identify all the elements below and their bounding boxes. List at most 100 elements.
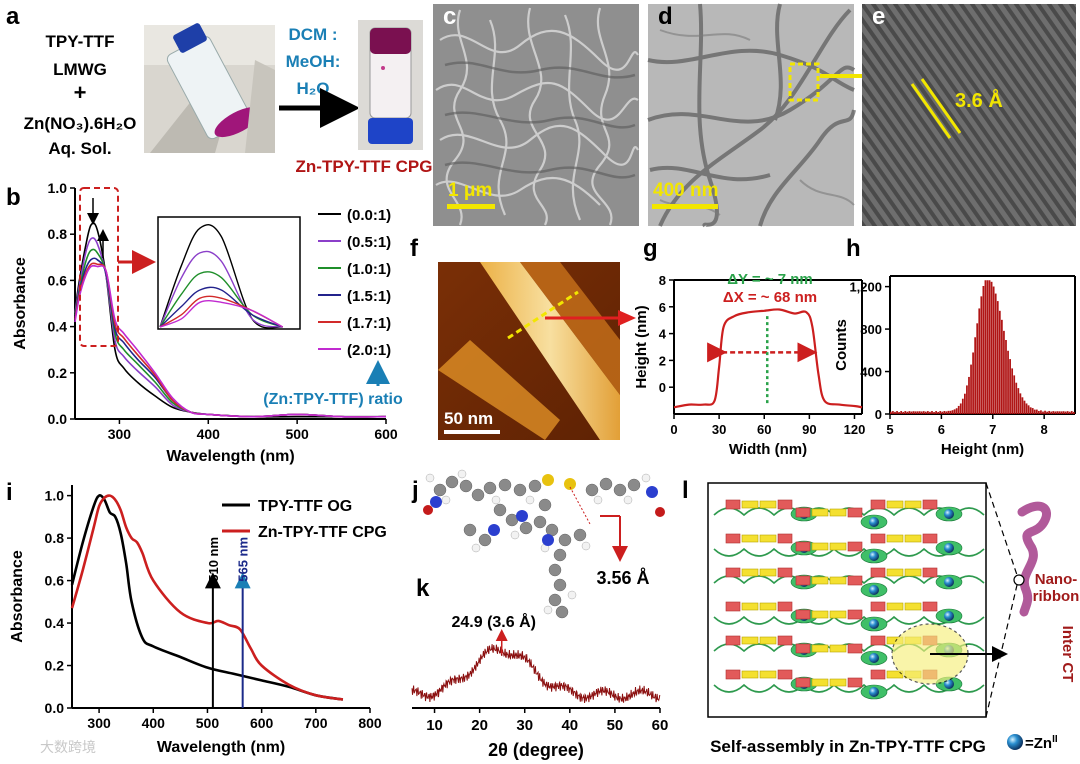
zn-ion: [869, 687, 879, 697]
y-tick-label: 0.2: [48, 365, 68, 381]
polymer-strand: [713, 547, 985, 557]
afm-ribbon-edge: [520, 262, 620, 395]
histogram-bar: [890, 411, 892, 414]
zoom-line-top: [985, 482, 1018, 576]
y-tick-label: 0: [659, 380, 666, 395]
histogram-bar: [937, 411, 940, 414]
x-tick-label: 5: [886, 422, 893, 437]
panel-label-f: f: [410, 235, 419, 262]
series-line: [74, 264, 387, 418]
histogram-bar: [959, 403, 962, 414]
y-tick-label: 0.2: [45, 658, 65, 674]
tpy-unit: [777, 635, 793, 646]
histogram-bar: [1011, 368, 1014, 414]
legend-label: (2.0:1): [347, 342, 391, 359]
ttf-unit: [904, 534, 922, 543]
ttf-unit: [811, 610, 829, 619]
x-tick-label: 60: [757, 422, 771, 437]
reagent-line-2: LMWG: [53, 60, 107, 79]
histogram-bar: [1058, 411, 1061, 414]
histogram-bar: [1005, 339, 1007, 414]
ttf-unit: [829, 678, 847, 687]
histogram-bar: [951, 410, 954, 414]
histogram-bar: [1033, 409, 1036, 414]
legend-label: TPY-TTF OG: [258, 498, 352, 515]
histogram-bar: [961, 398, 964, 414]
ttf-unit: [886, 534, 904, 543]
histogram-bar: [1023, 400, 1026, 414]
tpy-unit: [870, 533, 886, 544]
nanoribbon-label-1: Nano-: [1035, 571, 1078, 588]
lattice-line-1: [910, 83, 952, 139]
panel-j: j: [411, 469, 665, 619]
histogram-bar: [894, 411, 896, 414]
chart-i: 300 400 500 600 700 800 0.0 0.2 0.4 0.6 0.8 1.0 Wave…: [9, 485, 387, 756]
tpy-unit: [847, 643, 863, 654]
panel-g: g 0 30 60 90 120 0 2 4 6 8 Width (nm) Height (nm) Δ…: [633, 235, 865, 458]
y-tick-label: 0.8: [48, 226, 68, 242]
panel-label-d: d: [658, 3, 673, 30]
x-tick-label: 8: [1041, 422, 1048, 437]
panel-i: i 300 400 500 600 700 800 0.0 0.2 0.4 0.6 0.8 1.0 Wa…: [6, 479, 387, 756]
histogram-bar: [904, 411, 907, 414]
histogram-bar: [988, 280, 991, 414]
legend-label: (1.0:1): [347, 261, 391, 278]
panel-label-b: b: [6, 184, 21, 211]
chart-h: 5 6 7 8 0 400 800 1,200 Height (nm) Counts: [833, 275, 1076, 458]
histogram-bar: [968, 376, 970, 414]
y-tick-label: 0: [875, 407, 882, 422]
tpy-unit: [922, 567, 938, 578]
histogram-bar: [1009, 359, 1011, 414]
chart-b-inset: [159, 224, 284, 329]
watermark: 大数跨境: [40, 739, 96, 755]
ttf-unit: [904, 602, 922, 611]
chart-b-inset-frame: [157, 216, 301, 330]
y-tick-label: 8: [659, 273, 666, 288]
zn-legend-icon: [1007, 734, 1023, 750]
zn-ion: [944, 611, 954, 621]
chart-g: 0 30 60 90 120 0 2 4 6 8 Width (nm) Height (nm): [633, 273, 865, 458]
panel-label-h: h: [846, 235, 861, 262]
tpy-unit: [777, 669, 793, 680]
y-tick-label: 400: [860, 365, 882, 380]
tpy-unit: [847, 677, 863, 688]
histogram-bar: [902, 411, 905, 414]
series-line: [70, 494, 344, 701]
tpy-unit: [870, 567, 886, 578]
tpy-unit: [777, 601, 793, 612]
histogram-bar: [1025, 403, 1028, 414]
histogram-bar: [1050, 411, 1053, 414]
histogram-bar: [1060, 411, 1063, 414]
x-tick-label: 0: [670, 422, 677, 437]
ttf-unit: [829, 576, 847, 585]
zn-ion: [869, 585, 879, 595]
histogram-bar: [1021, 397, 1024, 414]
histogram-bar: [1056, 411, 1059, 414]
ttf-unit: [741, 534, 759, 543]
tpy-unit: [870, 499, 886, 510]
y-tick-label: 2: [659, 353, 666, 368]
panel-label-e: e: [872, 3, 885, 30]
histogram-bar: [1046, 411, 1048, 414]
panel-label-a: a: [6, 3, 20, 30]
histogram-bar: [966, 385, 968, 414]
histogram-bar: [922, 411, 925, 414]
x-tick-label: 50: [607, 717, 624, 734]
histogram-bar: [1035, 409, 1038, 414]
histogram-bar: [986, 280, 989, 414]
x-tick-label: 120: [844, 422, 866, 437]
tpy-unit: [847, 609, 863, 620]
y-axis-label: Height (nm): [633, 305, 650, 388]
inset-series-line: [159, 250, 283, 328]
x-tick-label: 600: [250, 715, 274, 731]
tpy-unit: [777, 533, 793, 544]
histogram-bar: [1019, 393, 1022, 414]
tpy-unit: [847, 541, 863, 552]
delta-y-label: ΔY = ~ 7 nm: [727, 271, 813, 288]
hrtem-image: [862, 4, 1076, 226]
polymer-strand: [713, 615, 985, 625]
histogram-bar: [984, 280, 987, 414]
histogram-bar: [990, 281, 993, 414]
legend-label: (1.5:1): [347, 288, 391, 305]
